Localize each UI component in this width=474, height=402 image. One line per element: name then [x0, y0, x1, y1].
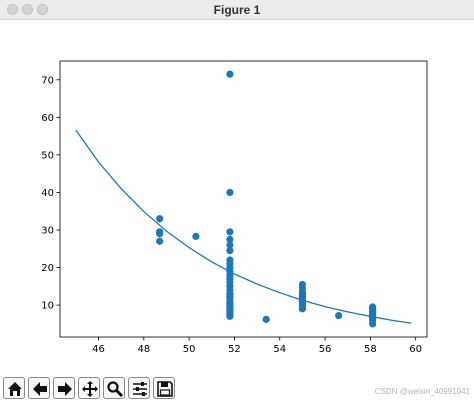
move-icon [82, 381, 98, 397]
minimize-window-button[interactable] [22, 4, 33, 15]
y-tick-label: 50 [41, 150, 54, 161]
y-tick-label: 30 [41, 225, 54, 236]
fit-curve-line [75, 129, 412, 324]
scatter-chart: 46 48 50 52 54 56 58 60 10 20 30 40 50 60 70 [41, 60, 428, 355]
sliders-icon [133, 382, 147, 396]
x-tick-label: 58 [364, 344, 377, 355]
scatter-point [262, 315, 270, 323]
arrow-right-icon [58, 382, 72, 396]
pan-button[interactable] [78, 377, 100, 399]
title-bar[interactable]: Figure 1 [0, 0, 474, 20]
scatter-point [156, 215, 164, 223]
plot-canvas[interactable]: 46 48 50 52 54 56 58 60 10 20 30 40 50 60 70 [0, 20, 474, 375]
y-tick-label: 10 [41, 301, 54, 312]
x-tick-label: 46 [92, 344, 105, 355]
scatter-point [156, 237, 164, 245]
scatter-point [226, 241, 234, 249]
back-button[interactable] [28, 377, 50, 399]
arrow-left-icon [33, 382, 47, 396]
home-button[interactable] [3, 377, 25, 399]
y-tick-label: 20 [41, 263, 54, 274]
navigation-toolbar [0, 375, 474, 402]
scatter-point [156, 230, 164, 238]
y-tick-label: 70 [41, 75, 54, 86]
forward-button[interactable] [53, 377, 75, 399]
magnifier-icon [107, 381, 124, 398]
x-tick-label: 48 [137, 344, 150, 355]
scatter-point [226, 228, 234, 236]
scatter-point [226, 235, 234, 243]
x-tick-label: 60 [409, 344, 422, 355]
scatter-point [369, 320, 377, 328]
floppy-icon [157, 381, 173, 397]
scatter-point [226, 312, 234, 320]
window-title: Figure 1 [213, 3, 261, 17]
watermark-text: CSDN @weixin_40991041 [374, 387, 470, 396]
close-window-button[interactable] [7, 4, 18, 15]
scatter-point [226, 188, 234, 197]
x-tick-label: 56 [319, 344, 332, 355]
scatter-point [298, 305, 307, 313]
y-tick-label: 40 [41, 188, 54, 199]
scatter-point [335, 311, 343, 320]
axes-frame [59, 60, 428, 338]
scatter-point [192, 232, 200, 240]
x-tick-label: 50 [183, 344, 196, 355]
x-tick-label: 52 [228, 344, 241, 355]
zoom-button[interactable] [103, 377, 125, 399]
configure-subplots-button[interactable] [128, 377, 150, 399]
x-tick-label: 54 [273, 344, 286, 355]
scatter-point [226, 70, 234, 78]
y-tick-label: 60 [41, 113, 54, 124]
scatter-point [226, 247, 234, 255]
zoom-window-button[interactable] [37, 4, 48, 15]
home-icon [8, 382, 22, 396]
save-button[interactable] [153, 377, 175, 399]
